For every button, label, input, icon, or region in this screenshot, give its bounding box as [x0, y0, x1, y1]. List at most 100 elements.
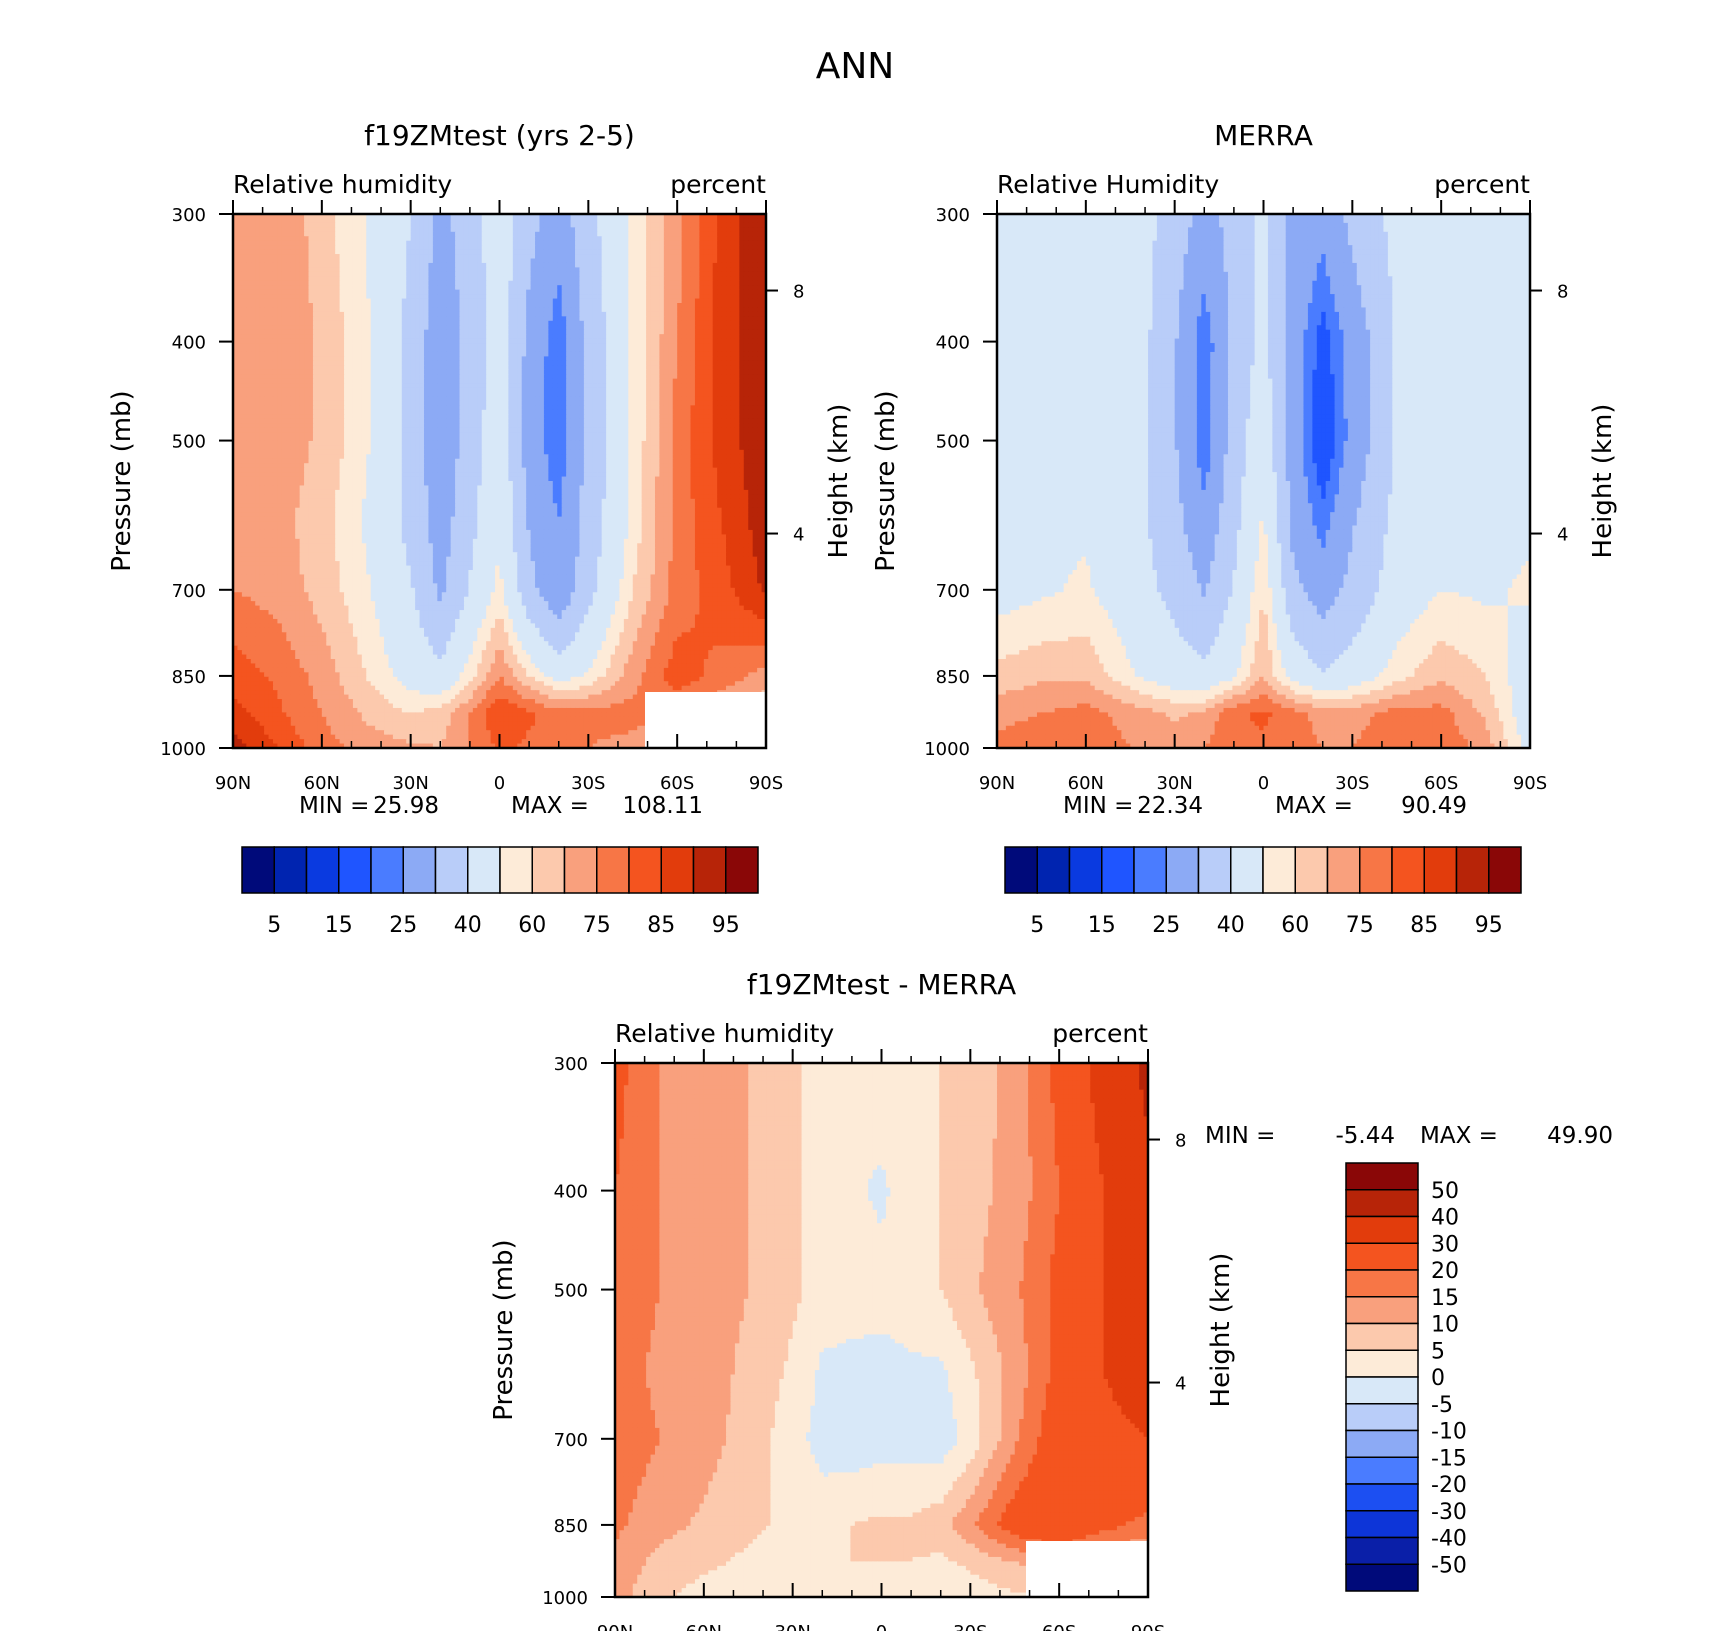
contour-cell: [309, 227, 314, 232]
contour-cell: [579, 232, 584, 237]
contour-cell: [477, 259, 482, 264]
contour-cell: [255, 290, 260, 295]
contour-cell: [593, 325, 598, 330]
contour-cell: [526, 303, 531, 308]
contour-cell: [491, 245, 496, 250]
contour-cell: [384, 272, 389, 277]
contour-cell: [526, 290, 531, 295]
contour-cell: [611, 276, 616, 281]
contour-cell: [242, 285, 247, 290]
contour-cell: [251, 307, 256, 312]
contour-cell: [291, 263, 296, 268]
contour-cell: [420, 227, 425, 232]
contour-cell: [531, 325, 536, 330]
contour-cell: [317, 232, 322, 237]
contour-cell: [713, 241, 718, 246]
contour-cell: [357, 250, 362, 255]
contour-cell: [602, 325, 607, 330]
contour-cell: [539, 307, 544, 312]
contour-cell: [602, 312, 607, 317]
contour-cell: [331, 250, 336, 255]
contour-cell: [548, 218, 553, 223]
contour-cell: [615, 254, 620, 259]
contour-cell: [553, 321, 558, 326]
contour-cell: [464, 299, 469, 304]
contour-cell: [726, 294, 731, 299]
contour-cell: [726, 316, 731, 321]
contour-cell: [606, 312, 611, 317]
contour-cell: [646, 312, 651, 317]
contour-cell: [451, 241, 456, 246]
contour-cell: [597, 241, 602, 246]
contour-cell: [695, 232, 700, 237]
contour-cell: [277, 276, 282, 281]
contour-cell: [571, 325, 576, 330]
contour-cell: [646, 259, 651, 264]
contour-cell: [340, 245, 345, 250]
contour-cell: [548, 223, 553, 228]
contour-cell: [371, 272, 376, 277]
contour-cell: [411, 321, 416, 326]
contour-cell: [664, 223, 669, 228]
contour-cell: [504, 267, 509, 272]
contour-cell: [646, 254, 651, 259]
contour-cell: [264, 272, 269, 277]
contour-cell: [637, 316, 642, 321]
contour-cell: [704, 232, 709, 237]
contour-cell: [322, 321, 327, 326]
contour-cell: [531, 223, 536, 228]
contour-cell: [686, 312, 691, 317]
contour-cell: [726, 272, 731, 277]
contour-cell: [397, 223, 402, 228]
contour-cell: [371, 312, 376, 317]
contour-cell: [464, 254, 469, 259]
contour-cell: [624, 303, 629, 308]
contour-cell: [286, 303, 291, 308]
contour-cell: [713, 325, 718, 330]
contour-cell: [539, 245, 544, 250]
contour-cell: [575, 281, 580, 286]
contour-cell: [531, 290, 536, 295]
contour-cell: [535, 232, 540, 237]
contour-cell: [402, 254, 407, 259]
contour-cell: [495, 267, 500, 272]
contour-cell: [526, 241, 531, 246]
contour-cell: [664, 241, 669, 246]
contour-cell: [473, 272, 478, 277]
contour-cell: [677, 232, 682, 237]
contour-cell: [348, 334, 353, 339]
contour-cell: [482, 290, 487, 295]
contour-cell: [708, 241, 713, 246]
contour-cell: [588, 223, 593, 228]
contour-cell: [424, 312, 429, 317]
contour-cell: [682, 281, 687, 286]
contour-cell: [673, 307, 678, 312]
contour-cell: [690, 303, 695, 308]
contour-cell: [611, 241, 616, 246]
contour-cell: [246, 267, 251, 272]
contour-cell: [251, 267, 256, 272]
contour-cell: [415, 272, 420, 277]
contour-cell: [357, 290, 362, 295]
contour-cell: [393, 263, 398, 268]
contour-cell: [251, 218, 256, 223]
contour-cell: [753, 299, 758, 304]
contour-cell: [322, 227, 327, 232]
contour-cell: [344, 272, 349, 277]
contour-cell: [579, 245, 584, 250]
contour-cell: [739, 232, 744, 237]
contour-cell: [348, 263, 353, 268]
contour-cell: [539, 294, 544, 299]
contour-cell: [464, 236, 469, 241]
contour-cell: [460, 294, 465, 299]
contour-cell: [522, 334, 527, 339]
contour-cell: [757, 325, 762, 330]
contour-cell: [584, 254, 589, 259]
contour-cell: [477, 290, 482, 295]
contour-cell: [415, 285, 420, 290]
contour-cell: [251, 303, 256, 308]
contour-cell: [628, 250, 633, 255]
contour-cell: [526, 276, 531, 281]
contour-cell: [246, 272, 251, 277]
plots: f19ZMtest (yrs 2-5)Relative humidity perc…: [107, 119, 1618, 1631]
